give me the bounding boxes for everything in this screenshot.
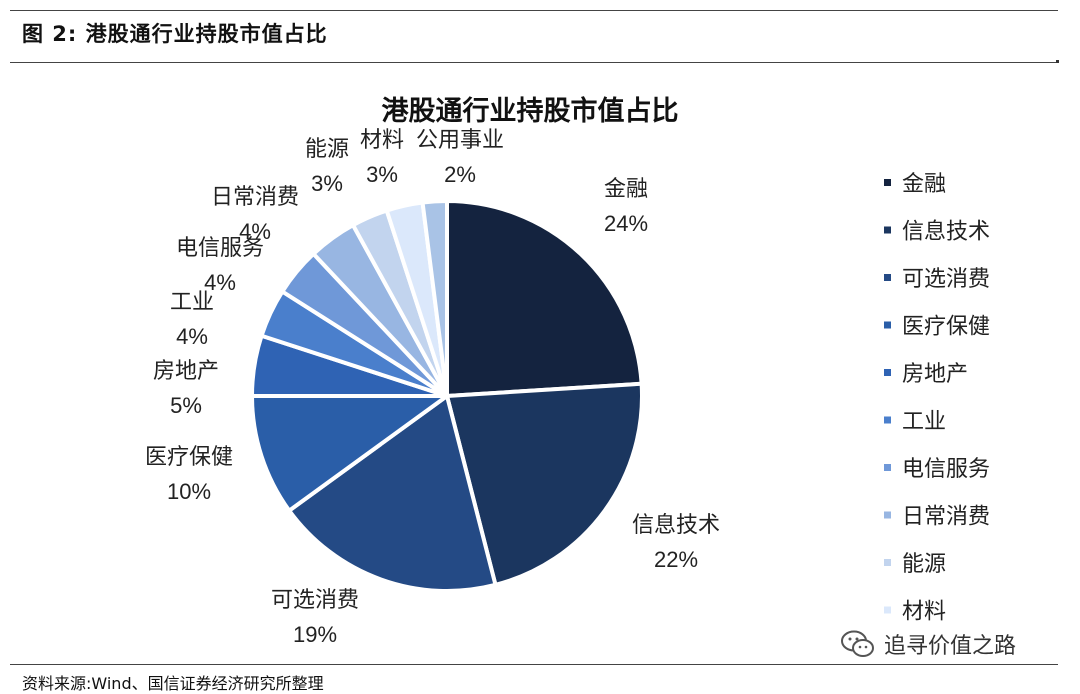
legend-swatch (884, 321, 891, 329)
slice-category-label: 材料 (360, 128, 404, 153)
slice-category-label: 电信服务 (176, 236, 264, 261)
slice-category-label: 工业 (170, 290, 214, 315)
slice-percent-label: 4% (176, 324, 208, 349)
pie-slice (286, 392, 498, 593)
slice-percent-label: 19% (293, 622, 337, 647)
caption-rule (10, 62, 1058, 63)
slice-category-label: 医疗保健 (145, 445, 233, 470)
slice-percent-label: 10% (167, 479, 211, 504)
legend-label: 房地产 (902, 362, 968, 387)
slice-category-label: 可选消费 (271, 588, 359, 613)
legend-swatch (884, 464, 891, 471)
slice-percent-label: 22% (654, 547, 698, 572)
legend-swatch (884, 274, 891, 281)
pie-slice (444, 381, 644, 588)
slice-category-label: 房地产 (153, 359, 219, 384)
legend-label: 材料 (902, 600, 946, 625)
legend-swatch (884, 416, 891, 424)
wechat-icon (841, 630, 874, 657)
slice-category-label: 信息技术 (632, 513, 720, 538)
pie-slice (445, 198, 644, 399)
chart-title: 港股通行业持股市值占比 (382, 95, 679, 127)
legend-label: 电信服务 (902, 457, 990, 482)
slice-category-label: 金融 (604, 177, 648, 202)
slice-category-label: 公用事业 (416, 128, 504, 153)
slice-percent-label: 5% (170, 393, 202, 418)
slice-category-label: 能源 (305, 137, 349, 162)
watermark-text: 追寻价值之路 (884, 634, 1017, 659)
pie-slice (420, 198, 449, 397)
legend-swatch (884, 606, 891, 614)
legend-swatch (884, 511, 891, 519)
slice-category-label: 日常消费 (211, 185, 299, 210)
legend-swatch (884, 369, 891, 376)
legend-swatch (884, 559, 891, 566)
pie-slice (249, 394, 454, 514)
slice-percent-label: 3% (366, 162, 398, 187)
corner-dot (1056, 60, 1059, 63)
source-note: 资料来源:Wind、国信证券经济研究所整理 (22, 674, 324, 693)
legend-label: 能源 (902, 552, 946, 577)
slice-percent-label: 3% (311, 171, 343, 196)
legend-swatch (884, 226, 891, 234)
slice-percent-label: 4% (204, 270, 236, 295)
legend-swatch (884, 179, 891, 186)
slice-percent-label: 2% (444, 162, 476, 187)
legend-label: 可选消费 (902, 267, 990, 292)
top-rule (10, 10, 1058, 11)
slice-percent-label: 24% (604, 211, 648, 236)
watermark: 追寻价值之路 (840, 628, 1016, 660)
legend-label: 医疗保健 (902, 315, 990, 340)
legend-label: 信息技术 (902, 220, 990, 245)
slice-labels: 金融24%信息技术22%可选消费19%医疗保健10%房地产5%工业4%电信服务4… (145, 128, 720, 647)
figure-caption: 图 2: 港股通行业持股市值占比 (22, 22, 328, 46)
legend-label: 工业 (902, 410, 946, 435)
legend-label: 日常消费 (902, 505, 990, 530)
slice-percent-label: 4% (239, 219, 271, 244)
legend-label: 金融 (902, 172, 946, 197)
pie-slices (249, 198, 644, 593)
bottom-rule (10, 664, 1058, 665)
